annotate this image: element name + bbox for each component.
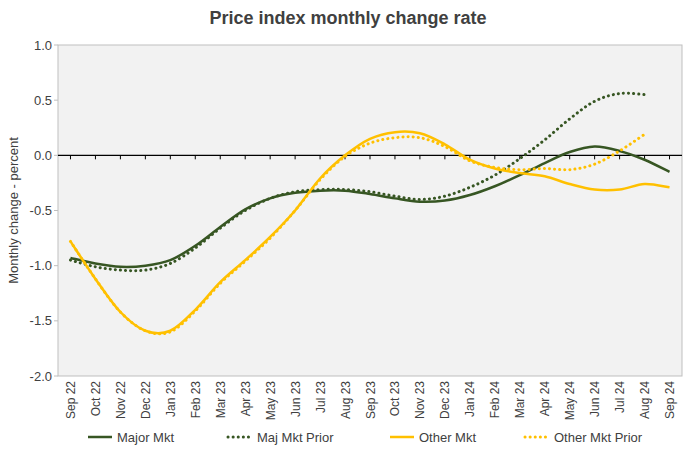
x-tick: [444, 155, 445, 159]
x-tick: [70, 155, 71, 159]
x-tick-label: Jul 23: [314, 381, 328, 413]
plot-area: [58, 45, 682, 376]
legend-swatch: [88, 436, 112, 439]
y-axis-label: Monthly change - percent: [6, 137, 21, 284]
x-tick: [370, 155, 371, 159]
x-tick-label: Oct 23: [388, 381, 402, 417]
legend-label: Other Mkt: [419, 430, 476, 445]
x-tick-label: Aug 23: [339, 381, 353, 419]
y-tick-label: -1.0: [30, 258, 52, 273]
x-tick: [619, 155, 620, 159]
x-tick: [544, 155, 545, 159]
x-tick: [569, 155, 570, 159]
x-tick-label: Jun 24: [588, 381, 602, 417]
series-line: [70, 134, 644, 333]
x-tick-label: Dec 22: [139, 381, 153, 419]
legend-swatch: [525, 436, 549, 439]
x-tick-label: Sep 24: [663, 381, 677, 419]
x-tick-label: Feb 23: [189, 381, 203, 419]
x-tick: [669, 155, 670, 159]
legend: Major Mkt Maj Mkt Prior Other Mkt Other Mkt…: [88, 430, 643, 445]
x-tick-label: Nov 22: [114, 381, 128, 419]
y-tick-label: -0.5: [30, 203, 52, 218]
legend-swatch: [390, 436, 414, 439]
legend-label: Major Mkt: [117, 430, 174, 445]
y-tick-label: 1.0: [34, 38, 52, 53]
x-tick: [95, 155, 96, 159]
y-tick: [54, 376, 58, 377]
x-tick: [494, 155, 495, 159]
chart: Price index monthly change rate -2.0 -1.5 -…: [0, 0, 696, 450]
series-line: [70, 146, 669, 266]
y-tick: [54, 265, 58, 266]
x-tick: [270, 155, 271, 159]
x-tick-label: Aug 24: [638, 381, 652, 419]
x-tick-label: Dec 23: [438, 381, 452, 419]
series-line: [70, 93, 644, 270]
x-tick-label: Jan 24: [463, 381, 477, 417]
x-tick-label: Apr 24: [538, 381, 552, 417]
x-tick: [120, 155, 121, 159]
x-tick-label: Feb 24: [488, 381, 502, 419]
series-line: [70, 132, 669, 334]
y-tick: [54, 100, 58, 101]
x-tick-label: Sep 23: [364, 381, 378, 419]
x-tick-label: Oct 22: [89, 381, 103, 417]
y-tick: [54, 320, 58, 321]
x-tick-label: May 23: [264, 381, 278, 421]
x-tick-label: May 24: [563, 381, 577, 421]
x-tick-label: Jan 23: [164, 381, 178, 417]
y-tick: [54, 155, 58, 156]
x-tick-label: Jun 23: [289, 381, 303, 417]
x-tick-label: Mar 23: [214, 381, 228, 419]
x-tick: [145, 155, 146, 159]
x-tick: [594, 155, 595, 159]
x-tick: [295, 155, 296, 159]
x-tick: [170, 155, 171, 159]
x-tick: [245, 155, 246, 159]
legend-swatch: [228, 436, 252, 439]
y-tick: [54, 45, 58, 46]
x-tick: [220, 155, 221, 159]
x-tick-label: Mar 24: [513, 381, 527, 419]
y-tick-label: 0.5: [34, 93, 52, 108]
x-tick: [195, 155, 196, 159]
x-tick: [419, 155, 420, 159]
x-tick-label: Nov 23: [413, 381, 427, 419]
x-tick: [394, 155, 395, 159]
y-tick: [54, 210, 58, 211]
title: Price index monthly change rate: [209, 8, 486, 28]
series-group: [70, 93, 669, 334]
legend-label: Maj Mkt Prior: [257, 430, 334, 445]
legend-label: Other Mkt Prior: [554, 430, 643, 445]
x-tick-label: Sep 22: [64, 381, 78, 419]
x-tick: [320, 155, 321, 159]
y-tick-label: 0.0: [34, 148, 52, 163]
x-tick-label: Jul 24: [613, 381, 627, 413]
y-tick-label: -1.5: [30, 313, 52, 328]
y-tick-label: -2.0: [30, 369, 52, 384]
x-tick-label: Apr 23: [239, 381, 253, 417]
